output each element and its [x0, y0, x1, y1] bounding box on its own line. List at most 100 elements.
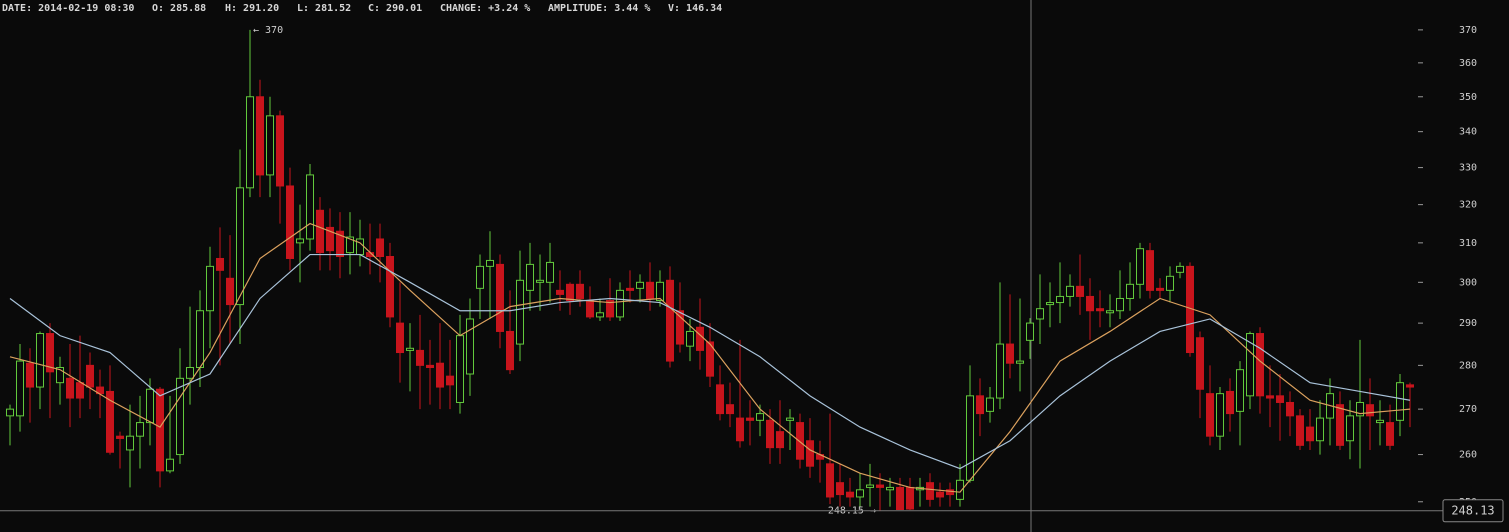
candle-body	[1406, 384, 1414, 388]
candle-body	[626, 287, 634, 291]
candle-body	[786, 417, 794, 421]
candle-body	[886, 486, 894, 491]
candle-body	[1056, 295, 1064, 304]
candle-body	[1096, 308, 1104, 312]
candle-body	[806, 440, 814, 467]
info-item: CHANGE: +3.24 %	[440, 3, 530, 14]
candle-body	[466, 318, 474, 375]
candle-body	[586, 300, 594, 318]
candle-body	[196, 310, 204, 369]
candle-body	[476, 265, 484, 289]
info-item: O: 285.88	[152, 3, 206, 14]
candle-body	[496, 263, 504, 332]
candle-body	[636, 281, 644, 289]
moving-average	[9, 253, 1411, 470]
y-tick-label: 330	[1459, 163, 1477, 174]
info-item: L: 281.52	[297, 3, 351, 14]
candle-body	[766, 419, 774, 449]
moving-average	[9, 222, 1411, 493]
candle-body	[436, 362, 444, 388]
candle-body	[1316, 417, 1324, 442]
candle-body	[456, 335, 464, 403]
candle-body	[666, 279, 674, 362]
candle-body	[176, 377, 184, 456]
y-tick-label: 340	[1459, 127, 1477, 138]
candle-body	[256, 96, 264, 176]
candle-body	[936, 491, 944, 498]
candle-body	[316, 209, 324, 254]
candle-body	[1116, 297, 1124, 312]
candle-body	[326, 226, 334, 252]
candle-body	[1366, 404, 1374, 417]
candle-body	[1216, 393, 1224, 437]
candle-body	[1176, 265, 1184, 273]
candle-body	[866, 484, 874, 488]
candle-body	[836, 482, 844, 496]
candle-body	[426, 364, 434, 369]
candle-body	[566, 283, 574, 302]
candle-body	[26, 362, 34, 388]
candle-body	[646, 281, 654, 299]
candle-body	[66, 377, 74, 399]
candle-body	[706, 341, 714, 377]
candle-body	[1026, 322, 1034, 341]
candle-body	[676, 310, 684, 345]
y-tick-label: 300	[1459, 277, 1477, 288]
info-item: H: 291.20	[225, 3, 279, 14]
candle-body	[1256, 333, 1264, 397]
candle-body	[16, 360, 24, 417]
candle-body	[1016, 360, 1024, 364]
candle-body	[416, 349, 424, 366]
candle-body	[386, 256, 394, 318]
candle-body	[216, 257, 224, 271]
candle-body	[336, 230, 344, 258]
candle-body	[1266, 395, 1274, 399]
candle-body	[236, 187, 244, 306]
candle-body	[1046, 302, 1054, 306]
candle-body	[1066, 285, 1074, 297]
candle-body	[1086, 295, 1094, 312]
y-tick-label: 320	[1459, 200, 1477, 211]
candle-body	[286, 185, 294, 259]
candle-body	[906, 486, 914, 510]
info-item: AMPLITUDE: 3.44 %	[548, 3, 650, 14]
candle-body	[1306, 426, 1314, 442]
candle-body	[1106, 310, 1114, 314]
candle-body	[106, 390, 114, 453]
candle-body	[1146, 250, 1154, 291]
candle-body	[716, 384, 724, 415]
candle-body	[1076, 285, 1084, 297]
price-box	[1442, 499, 1504, 523]
info-item: V: 146.34	[668, 3, 722, 14]
candle-body	[166, 458, 174, 472]
info-item: C: 290.01	[368, 3, 422, 14]
info-item: DATE: 2014-02-19 08:30	[2, 3, 134, 14]
candle-body	[406, 347, 414, 351]
candle-body	[1196, 337, 1204, 390]
candle-body	[36, 333, 44, 388]
candle-body	[776, 431, 784, 449]
candle-body	[206, 265, 214, 312]
candle-body	[976, 395, 984, 415]
y-tick-label: 310	[1459, 238, 1477, 249]
candle-body	[306, 174, 314, 240]
candle-body	[576, 283, 584, 299]
candle-body	[846, 491, 854, 498]
candle-body	[446, 375, 454, 386]
candle-body	[126, 435, 134, 451]
candle-body	[246, 96, 254, 189]
candle-body	[1006, 343, 1014, 364]
candle-body	[556, 289, 564, 295]
candle-body	[56, 367, 64, 384]
candle-body	[926, 482, 934, 500]
price-box-label: 248.13	[1451, 503, 1494, 517]
candle-body	[736, 417, 744, 442]
candle-body	[76, 382, 84, 399]
candle-body	[826, 463, 834, 498]
candle-body	[1166, 275, 1174, 291]
candle-body	[276, 115, 284, 187]
candle-body	[606, 300, 614, 318]
candle-body	[266, 115, 274, 176]
candle-body	[1336, 404, 1344, 446]
candle-body	[656, 281, 664, 302]
